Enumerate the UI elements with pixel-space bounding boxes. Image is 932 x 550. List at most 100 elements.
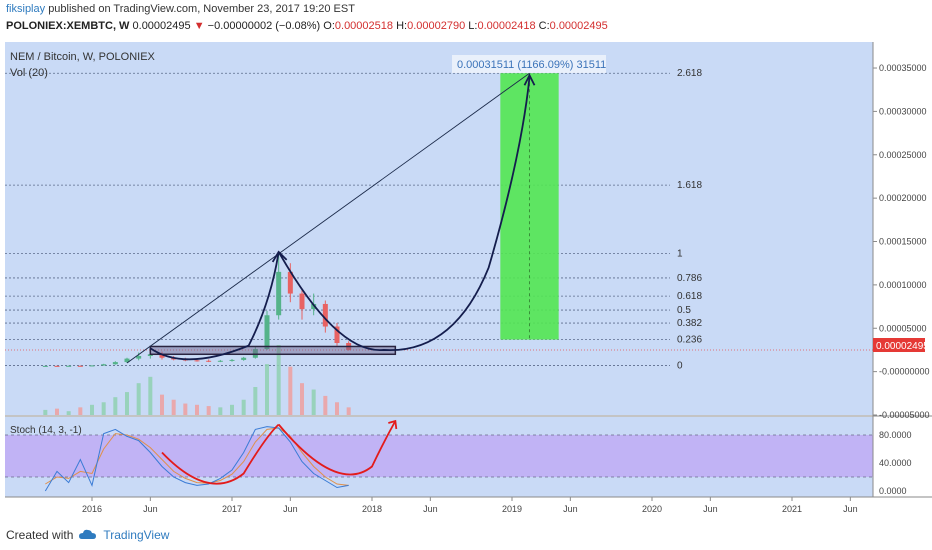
high-value: 0.00002790 <box>407 20 466 32</box>
candle-body <box>66 365 72 367</box>
volume-bar <box>183 403 188 415</box>
footer: Created with TradingView <box>6 528 169 542</box>
symbol-label: POLONIEX:XEMBTC, W <box>6 20 130 32</box>
drawings-layer <box>126 72 536 364</box>
volume-bar <box>90 404 94 415</box>
open-label: O: <box>323 20 335 32</box>
price-tick-label: 0.00020000 <box>879 193 927 203</box>
time-tick-label: 2018 <box>362 504 382 514</box>
candle-body <box>334 326 340 344</box>
close-value: 0.00002495 <box>549 20 608 32</box>
time-tick-label: Jun <box>423 504 438 514</box>
stoch-tick-label: 40.0000 <box>879 458 912 468</box>
volume-bar <box>265 364 269 415</box>
volume-bar <box>43 409 48 415</box>
candle-body <box>229 359 235 361</box>
volume-bar <box>101 402 106 415</box>
fib-level-label: 2.618 <box>677 68 702 79</box>
candle-body <box>264 315 270 350</box>
tradingview-brand-link[interactable]: TradingView <box>103 528 170 542</box>
candle-body <box>77 365 83 367</box>
time-tick-label: Jun <box>843 504 858 514</box>
main-pane[interactable] <box>5 42 873 415</box>
time-tick-label: Jun <box>563 504 578 514</box>
candle-body <box>311 303 317 310</box>
last-price-badge <box>873 338 925 352</box>
stoch-layer: 80.0000 40.0000 0.0000 <box>5 419 912 496</box>
volume-bar <box>136 383 141 415</box>
low-label: L: <box>468 20 478 32</box>
target-label: 0.00031511 (1166.09%) 31511 <box>457 59 606 71</box>
volume-bar <box>241 399 246 415</box>
fib-level-label: 0.786 <box>677 273 702 284</box>
stoch-tick-label: 0.0000 <box>879 486 907 496</box>
volume-bar <box>323 395 328 415</box>
candle-body <box>287 271 293 294</box>
candle-body <box>42 365 48 367</box>
volume-indicator-label: Vol (20) <box>10 67 48 79</box>
candle-body <box>322 303 328 327</box>
candle-body <box>194 360 200 362</box>
price-tick-label: -0.00000000 <box>879 367 930 377</box>
volume-bar <box>218 407 223 415</box>
price-tick-label: 0.00005000 <box>879 323 927 333</box>
time-tick-label: 2020 <box>642 504 662 514</box>
time-tick-label: 2016 <box>82 504 102 514</box>
close-label: C: <box>538 20 550 32</box>
volume-bar <box>55 408 59 415</box>
price-tick-label: 0.00035000 <box>879 63 927 73</box>
candle-body <box>206 360 212 362</box>
stoch-cup-right-curve <box>277 420 397 476</box>
projection-curve <box>277 77 531 351</box>
last-price-text: 0.00002495 <box>132 20 191 32</box>
candle-body <box>217 360 223 362</box>
projection-arrowhead <box>523 73 536 86</box>
fib-level-label: 0.236 <box>677 335 702 346</box>
stoch-k-line <box>44 426 349 492</box>
candle-body <box>241 357 247 360</box>
price-tick-label: -0.00005000 <box>879 410 930 420</box>
fib-level-label: 0 <box>677 361 683 372</box>
time-tick-label: Jun <box>143 504 158 514</box>
volume-bar <box>66 411 71 415</box>
stoch-overbought-oversold-band <box>5 435 873 477</box>
candle-body <box>147 354 153 357</box>
stoch-arrowhead <box>388 419 398 430</box>
volume-bar <box>160 394 164 415</box>
axes-layer: 0.00035000 0.00030000 0.00025000 0.00020000… <box>82 63 930 514</box>
last-price-badge-text: 0.00002495 <box>876 341 929 352</box>
volume-bar <box>125 392 129 415</box>
volume-bar <box>346 407 351 415</box>
fib-level-label: 0.382 <box>677 318 702 329</box>
volume-bar <box>230 404 234 415</box>
candle-body <box>124 358 130 363</box>
target-label-box <box>452 55 606 73</box>
open-value: 0.00002518 <box>334 20 394 32</box>
price-tick-label: 0.00025000 <box>879 150 927 160</box>
stoch-cup-left-curve <box>161 423 280 485</box>
fib-level-label: 0.618 <box>677 291 702 302</box>
volume-bar <box>113 397 118 415</box>
volume-bar <box>195 404 199 415</box>
price-tick-label: 0.00030000 <box>879 106 927 116</box>
fib-level-label: 1.618 <box>677 180 702 191</box>
time-tick-label: 2019 <box>502 504 522 514</box>
created-with-text: Created with <box>6 528 74 542</box>
author-link[interactable]: fiksiplay <box>6 3 46 15</box>
time-tick-label: Jun <box>703 504 718 514</box>
candle-body <box>54 365 60 367</box>
time-tick-label: Jun <box>283 504 298 514</box>
volume-bar <box>335 402 339 415</box>
candle-body <box>136 356 142 359</box>
down-arrow-icon: ▼ <box>193 20 205 32</box>
time-tick-label: 2017 <box>222 504 242 514</box>
volume-bar <box>148 376 153 415</box>
candle-body <box>112 362 118 365</box>
peak-arrowhead <box>271 250 288 263</box>
volume-bar <box>206 406 211 415</box>
candle-body <box>252 349 258 358</box>
fib-level-label: 1 <box>677 249 683 260</box>
change-text: −0.00000002 (−0.08%) <box>207 20 321 32</box>
fib-level-label: 0.5 <box>677 305 691 316</box>
